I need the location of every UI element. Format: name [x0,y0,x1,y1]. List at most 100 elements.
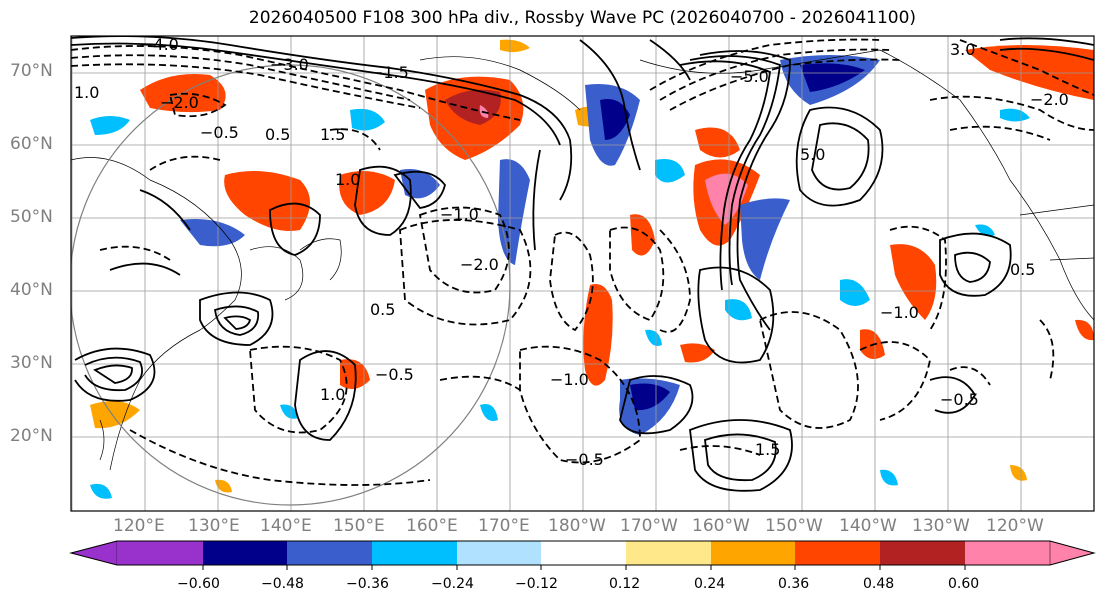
map-title: 2026040500 F108 300 hPa div., Rossby Wav… [248,8,917,28]
negative-anomaly [630,383,670,411]
lon-label: 130°E [188,516,240,536]
colorbar-segment [626,541,711,565]
colorbar-segment [795,541,880,565]
contour-label: −5.0 [730,67,769,86]
negative-anomaly [800,63,865,92]
lon-label: 140°W [839,516,897,536]
contour-label: −1.0 [440,205,479,224]
positive-anomaly [224,171,310,231]
negative-anomaly [840,279,870,306]
contour-label: 1.0 [74,83,99,102]
reference-circle [71,64,511,506]
contour-label: 5.0 [800,145,825,164]
lon-label: 150°W [765,516,823,536]
colorbar-tick-label: 0.12 [609,576,641,592]
contour-label: −0.5 [375,365,414,384]
colorbar-tick-label: −0.48 [261,576,304,592]
colorbar-tick-label: −0.12 [515,576,558,592]
positive-anomaly [1075,319,1094,341]
contour-label: 0.5 [1010,260,1035,279]
positive-anomaly [965,45,1094,100]
positive-anomaly [680,343,715,363]
colorbar-segment [880,541,965,565]
lon-label: 180°W [548,516,606,536]
contour-label: −0.5 [940,390,979,409]
map-border [70,35,1095,512]
lon-label: 170°E [478,516,530,536]
negative-anomaly [600,99,630,140]
contour-label: −2.0 [1030,90,1069,109]
negative-anomaly [350,108,385,131]
lon-label: 120°W [986,516,1044,536]
graticule [71,36,1094,511]
contour-label: 0.5 [370,300,395,319]
contour-label: −1.0 [550,370,589,389]
positive-anomaly [630,214,655,256]
negative-anomaly [655,159,685,183]
contour-label: −2.0 [160,93,199,112]
negative-anomaly [740,198,790,280]
contour-label: −1.0 [880,303,919,322]
positive-anomaly [500,39,530,53]
positive-anomaly [1010,465,1027,481]
lat-label: 60°N [10,134,53,154]
contour-label: −4.0 [140,35,179,54]
colorbar-segment [287,541,372,565]
contour-labels: −4.0 −3.0 −2.0 1.0 −0.5 0.5 1.5 −1.5 1.0… [74,35,1069,469]
colorbar-segment [541,541,626,565]
colorbar-segment [457,541,541,565]
negative-anomaly [480,404,498,421]
colorbar-tick-label: −0.24 [431,576,474,592]
lat-label: 20°N [10,426,53,446]
negative-anomaly [498,159,530,265]
colorbar-tick-label: 0.60 [948,576,980,592]
positive-anomaly [890,244,937,320]
colorbar-segment [711,541,795,565]
contour-label: −3.0 [270,55,309,74]
lon-label: 130°W [912,516,970,536]
negative-anomaly [725,299,752,321]
contour-label: 1.5 [755,440,780,459]
lat-label: 30°N [10,353,53,373]
negative-anomaly [90,483,112,499]
contours [71,36,1094,492]
negative-anomaly [880,469,898,486]
lon-label: 160°E [406,516,458,536]
colorbar-segment [203,541,287,565]
lon-label: 150°E [333,516,385,536]
contour-label: 1.5 [320,125,345,144]
negative-anomaly [975,224,995,237]
colorbar [69,540,1096,570]
colorbar-tick-label: −0.60 [177,576,220,592]
colorbar-tick-label: 0.24 [694,576,726,592]
positive-anomaly [339,171,395,215]
colorbar-high-extend [1049,540,1095,566]
positive-anomaly [215,479,232,493]
colorbar-low-extend [70,540,118,566]
negative-anomaly [280,404,298,419]
negative-anomaly [645,329,662,346]
colorbar-segment [117,541,203,565]
lon-label: 170°W [620,516,678,536]
negative-anomaly [90,116,130,135]
lon-label: 140°E [260,516,312,536]
negative-anomaly [180,219,245,247]
contour-label: −1.5 [370,63,409,82]
shaded-field [90,39,1094,499]
colorbar-segment [372,541,457,565]
colorbar-segment [965,541,1050,565]
contour-label: 1.0 [320,385,345,404]
lat-label: 40°N [10,280,53,300]
contour-label: −0.5 [200,123,239,142]
contour-label: 3.0 [950,40,975,59]
contour-label: −2.0 [460,255,499,274]
lon-label: 160°W [692,516,750,536]
lon-label: 120°E [113,516,165,536]
contour-label: 0.5 [265,125,290,144]
contour-label: 1.0 [335,170,360,189]
lat-label: 70°N [10,61,53,81]
colorbar-tick-label: 0.36 [778,576,810,592]
colorbar-tick-label: 0.48 [863,576,895,592]
positive-anomaly [583,284,613,386]
